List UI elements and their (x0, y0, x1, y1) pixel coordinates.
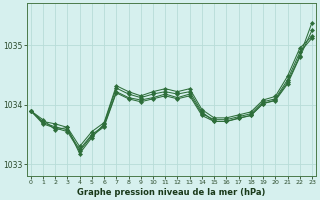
X-axis label: Graphe pression niveau de la mer (hPa): Graphe pression niveau de la mer (hPa) (77, 188, 266, 197)
